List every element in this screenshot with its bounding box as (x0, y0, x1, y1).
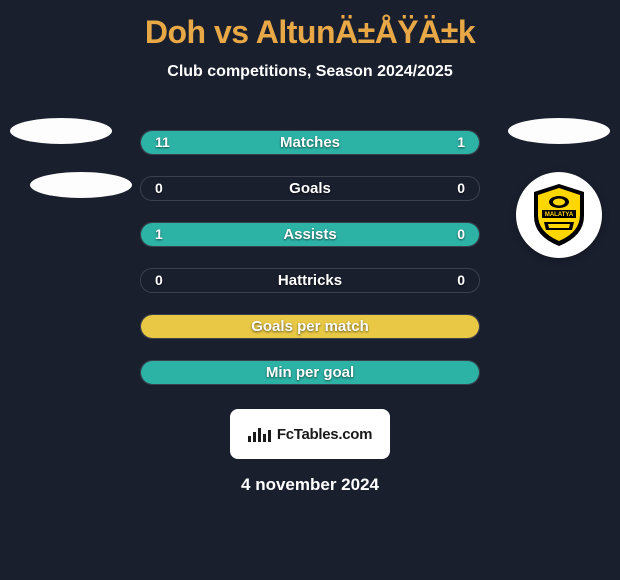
stat-value-right: 0 (457, 272, 465, 288)
stat-value-right: 0 (457, 226, 465, 242)
stat-value-left: 0 (155, 272, 163, 288)
stat-row: Goals per match (0, 303, 620, 349)
stat-value-right: 0 (457, 180, 465, 196)
stat-label: Hattricks (278, 272, 342, 289)
stat-row: 1 Assists 0 (0, 211, 620, 257)
stat-label: Matches (280, 134, 340, 151)
bars-chart-icon (248, 426, 271, 442)
stat-label: Min per goal (266, 364, 354, 381)
stat-label: Goals per match (251, 318, 369, 335)
subtitle: Club competitions, Season 2024/2025 (0, 63, 620, 81)
stat-bar: 0 Goals 0 (140, 176, 480, 201)
stats-container: 11 Matches 1 0 Goals 0 1 Assists 0 0 Hattricks 0 Goa… (0, 119, 620, 395)
stat-value-left: 11 (155, 134, 170, 150)
stat-bar: 11 Matches 1 (140, 130, 480, 155)
stat-row: 0 Hattricks 0 (0, 257, 620, 303)
fctables-badge[interactable]: FcTables.com (230, 409, 390, 459)
stat-row: 11 Matches 1 (0, 119, 620, 165)
stat-value-left: 0 (155, 180, 163, 196)
stat-label: Goals (289, 180, 331, 197)
stat-bar: 1 Assists 0 (140, 222, 480, 247)
date-text: 4 november 2024 (0, 475, 620, 495)
stat-bar: Min per goal (140, 360, 480, 385)
page-title: Doh vs AltunÄ±ÅŸÄ±k (0, 0, 620, 51)
stat-row: 0 Goals 0 (0, 165, 620, 211)
fctables-label: FcTables.com (277, 426, 372, 443)
stat-label: Assists (283, 226, 336, 243)
stat-bar: 0 Hattricks 0 (140, 268, 480, 293)
stat-row: Min per goal (0, 349, 620, 395)
stat-bar: Goals per match (140, 314, 480, 339)
stat-value-left: 1 (155, 226, 163, 242)
stat-value-right: 1 (457, 134, 465, 150)
